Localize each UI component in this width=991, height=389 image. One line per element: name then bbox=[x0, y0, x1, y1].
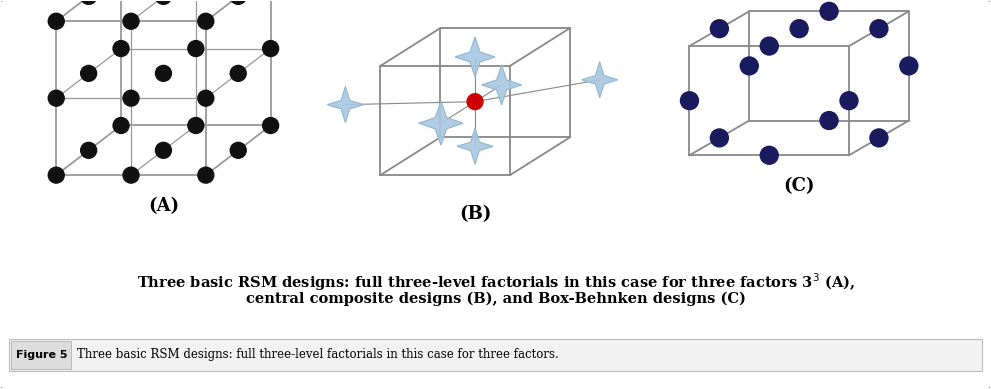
Text: Three basic RSM designs: full three-level factorials in this case for three fact: Three basic RSM designs: full three-leve… bbox=[77, 348, 559, 361]
Circle shape bbox=[840, 92, 858, 110]
Circle shape bbox=[870, 20, 888, 38]
Circle shape bbox=[821, 2, 838, 20]
FancyBboxPatch shape bbox=[11, 341, 71, 369]
Circle shape bbox=[263, 40, 278, 56]
Circle shape bbox=[230, 65, 246, 81]
Circle shape bbox=[123, 90, 139, 106]
Circle shape bbox=[760, 146, 778, 164]
Circle shape bbox=[821, 112, 838, 130]
Circle shape bbox=[263, 117, 278, 133]
Circle shape bbox=[198, 90, 214, 106]
Text: central composite designs (B), and Box-Behnken designs (C): central composite designs (B), and Box-B… bbox=[246, 291, 746, 306]
Polygon shape bbox=[457, 128, 493, 164]
Polygon shape bbox=[482, 65, 521, 105]
Circle shape bbox=[711, 129, 728, 147]
Circle shape bbox=[80, 142, 96, 158]
Circle shape bbox=[156, 65, 171, 81]
Circle shape bbox=[198, 13, 214, 29]
Polygon shape bbox=[455, 37, 495, 77]
Circle shape bbox=[230, 142, 246, 158]
Circle shape bbox=[49, 13, 64, 29]
Circle shape bbox=[123, 13, 139, 29]
Circle shape bbox=[467, 94, 483, 110]
Text: Three basic RSM designs: full three-level factorials in this case for three fact: Three basic RSM designs: full three-leve… bbox=[137, 272, 855, 293]
Circle shape bbox=[49, 90, 64, 106]
Polygon shape bbox=[327, 87, 364, 123]
Circle shape bbox=[188, 40, 204, 56]
Text: (A): (A) bbox=[148, 197, 179, 215]
Circle shape bbox=[113, 117, 129, 133]
Circle shape bbox=[198, 167, 214, 183]
Circle shape bbox=[740, 57, 758, 75]
Circle shape bbox=[49, 167, 64, 183]
FancyBboxPatch shape bbox=[9, 339, 982, 371]
Circle shape bbox=[900, 57, 918, 75]
Circle shape bbox=[80, 0, 96, 4]
Circle shape bbox=[760, 37, 778, 55]
Circle shape bbox=[80, 65, 96, 81]
Polygon shape bbox=[419, 102, 463, 145]
Circle shape bbox=[711, 20, 728, 38]
Circle shape bbox=[188, 117, 204, 133]
Text: Figure 5: Figure 5 bbox=[16, 350, 67, 360]
Circle shape bbox=[156, 0, 171, 4]
Circle shape bbox=[790, 20, 808, 38]
Text: (C): (C) bbox=[784, 177, 815, 195]
Circle shape bbox=[870, 129, 888, 147]
Circle shape bbox=[123, 167, 139, 183]
Polygon shape bbox=[582, 62, 617, 98]
Circle shape bbox=[113, 40, 129, 56]
Circle shape bbox=[156, 142, 171, 158]
Circle shape bbox=[681, 92, 699, 110]
Circle shape bbox=[230, 0, 246, 4]
Text: (B): (B) bbox=[459, 205, 492, 223]
